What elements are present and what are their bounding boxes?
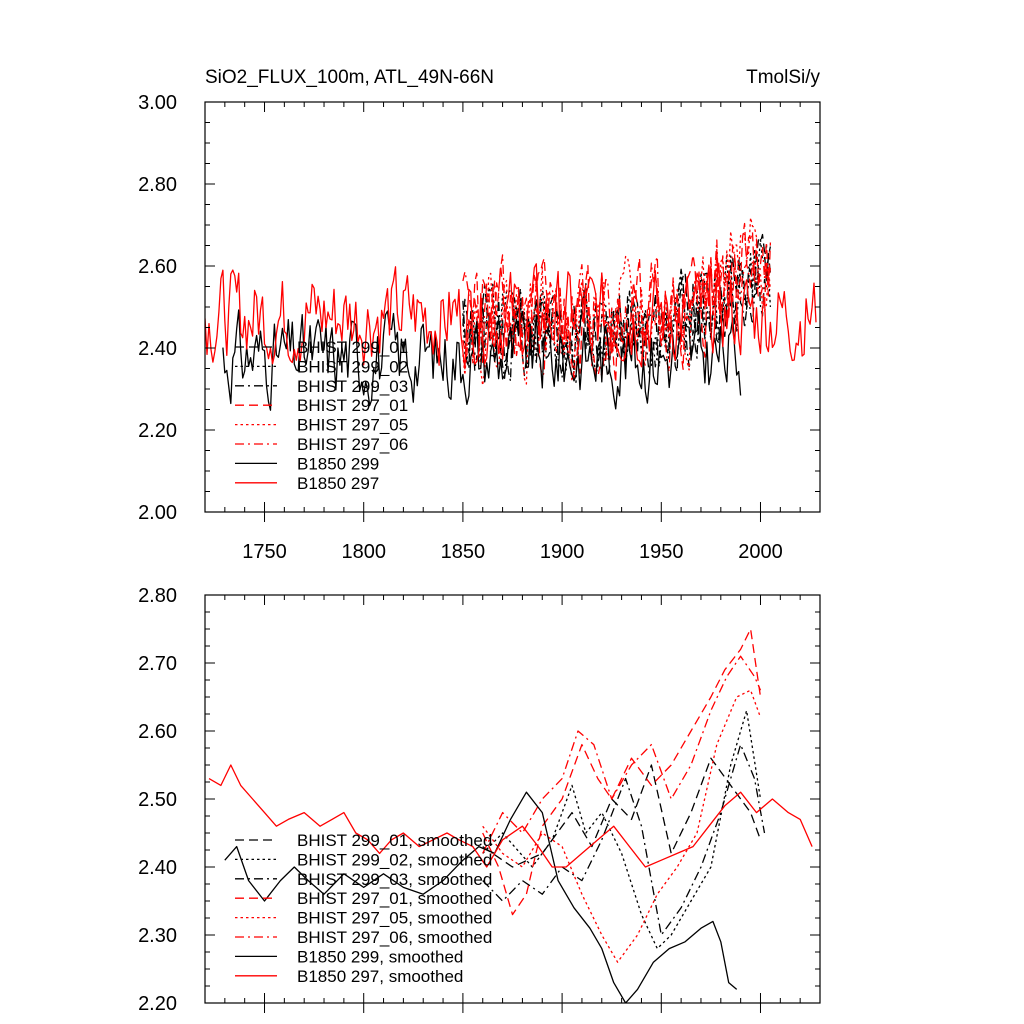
legend-entry: B1850 297	[297, 474, 379, 493]
series-line-7	[222, 309, 742, 411]
series-line-1	[462, 233, 772, 378]
y-tick-label: 2.00	[138, 502, 177, 524]
y-tick-label: 2.80	[138, 585, 177, 607]
x-tick-label: 1800	[341, 541, 386, 563]
series-line-6	[482, 655, 762, 854]
y-tick-label: 2.60	[138, 256, 177, 278]
legend-entry: BHIST 297_06, smoothed	[297, 928, 492, 947]
legend-entry: BHIST 297_05	[297, 416, 408, 435]
legend-entry: BHIST 297_01	[297, 396, 408, 415]
legend-entry: B1850 299	[297, 454, 379, 473]
x-tick-label: 1950	[639, 541, 684, 563]
y-tick-label: 2.40	[138, 857, 177, 879]
legend-entry: BHIST 299_02	[297, 357, 408, 376]
legend-entry: BHIST 297_06	[297, 435, 408, 454]
y-tick-label: 2.20	[138, 420, 177, 442]
series-line-6	[462, 238, 772, 377]
top-chart-title: SiO2_FLUX_100m, ATL_49N-66N	[205, 67, 494, 88]
legend-entry: BHIST 297_01, smoothed	[297, 889, 492, 908]
series-line-8	[208, 764, 813, 868]
legend-entry: B1850 297, smoothed	[297, 967, 463, 986]
y-tick-label: 2.70	[138, 653, 177, 675]
x-tick-label: 1900	[540, 541, 585, 563]
y-tick-label: 2.20	[138, 993, 177, 1015]
x-tick-label: 2000	[738, 541, 783, 563]
x-tick-label: 1750	[242, 541, 287, 563]
y-tick-label: 2.40	[138, 338, 177, 360]
legend-entry: BHIST 299_01, smoothed	[297, 831, 492, 850]
series-line-4	[482, 628, 762, 916]
top-plot-area: 2.00 2.20 2.40 2.60 2.80 3.00 1750 1800 1850 1900…	[138, 92, 821, 563]
series-line-7	[224, 791, 738, 1003]
legend-entry: BHIST 299_03	[297, 377, 408, 396]
legend-entry: BHIST 299_03, smoothed	[297, 870, 492, 889]
series-line-5	[482, 689, 762, 963]
y-tick-label: 2.60	[138, 721, 177, 743]
y-tick-label: 2.80	[138, 174, 177, 196]
legend-entry: BHIST 299_02, smoothed	[297, 850, 492, 869]
series-line-8	[205, 262, 817, 370]
y-tick-label: 2.50	[138, 789, 177, 811]
legend-entry: BHIST 297_05, smoothed	[297, 909, 492, 928]
y-tick-label: 2.30	[138, 925, 177, 947]
bottom-plot-area: 2.20 2.30 2.40 2.50 2.60 2.70 2.80 BHIST 299_01…	[138, 585, 821, 1015]
x-tick-label: 1850	[441, 541, 486, 563]
top-chart-units: TmolSi/y	[746, 67, 820, 88]
series-line-4	[462, 222, 772, 384]
legend-entry: B1850 299, smoothed	[297, 947, 463, 966]
y-tick-label: 3.00	[138, 92, 177, 114]
series-line-3	[482, 743, 766, 936]
legend-entry: BHIST 299_01	[297, 338, 408, 357]
